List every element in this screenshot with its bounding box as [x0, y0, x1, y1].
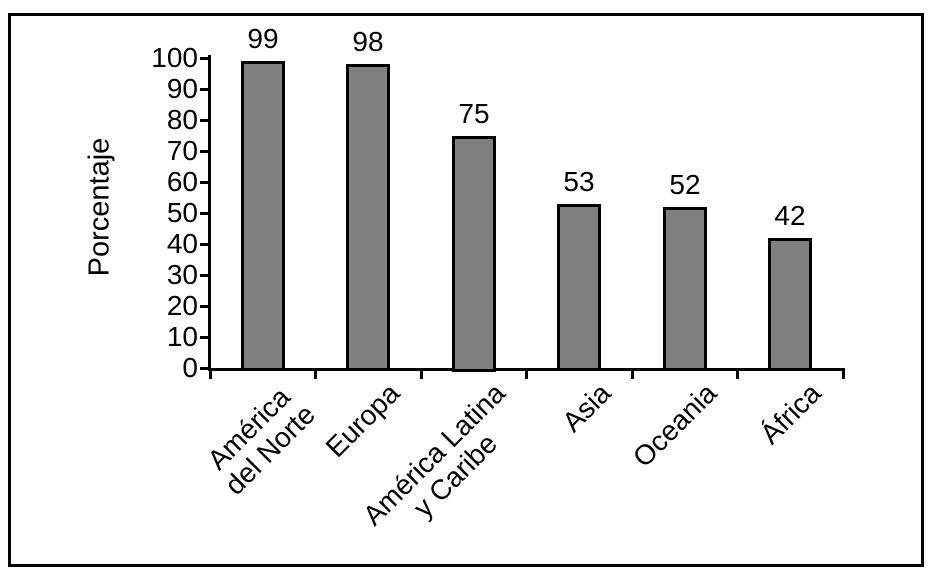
x-tick: [314, 371, 317, 379]
bar-value-label: 75: [458, 98, 490, 129]
x-tick: [631, 371, 634, 379]
x-axis-line: [208, 368, 845, 371]
x-tick: [842, 371, 845, 379]
bar-value-label: 99: [247, 23, 279, 54]
bar: [663, 207, 707, 371]
y-tick-label: 20: [166, 290, 198, 321]
y-tick: [200, 274, 208, 277]
bar-value-label: 98: [352, 26, 384, 57]
y-tick-label: 90: [166, 73, 198, 104]
y-tick: [200, 88, 208, 91]
y-axis-line: [208, 55, 211, 371]
x-category-label: Oceania: [626, 377, 723, 473]
y-tick: [200, 243, 208, 246]
bar-value-label: 52: [669, 169, 701, 200]
bar-value-label: 53: [563, 166, 595, 197]
bar: [452, 136, 496, 372]
y-tick: [200, 119, 208, 122]
x-tick: [209, 371, 212, 379]
bar: [768, 238, 812, 371]
y-tick-label: 30: [166, 259, 198, 290]
y-tick: [200, 367, 208, 370]
y-tick: [200, 150, 208, 153]
y-tick-label: 100: [151, 42, 198, 73]
y-tick: [200, 57, 208, 60]
y-tick-label: 70: [166, 135, 198, 166]
x-tick: [736, 371, 739, 379]
y-tick: [200, 336, 208, 339]
x-category-label: África: [754, 377, 828, 450]
bar: [241, 61, 285, 371]
x-category-label: Asia: [555, 377, 617, 438]
y-tick-label: 10: [166, 321, 198, 352]
bar: [557, 204, 601, 371]
y-tick: [200, 181, 208, 184]
y-tick-label: 40: [166, 228, 198, 259]
y-tick-label: 60: [166, 166, 198, 197]
y-tick: [200, 305, 208, 308]
x-category-label: Europa: [319, 377, 406, 464]
x-tick: [420, 371, 423, 379]
x-tick: [525, 371, 528, 379]
y-tick-label: 0: [182, 352, 198, 383]
y-tick: [200, 212, 208, 215]
bar: [346, 64, 390, 371]
x-category-label: América del Norte: [201, 381, 322, 501]
bar-value-label: 42: [774, 200, 806, 231]
y-tick-label: 50: [166, 197, 198, 228]
y-tick-label: 80: [166, 104, 198, 135]
